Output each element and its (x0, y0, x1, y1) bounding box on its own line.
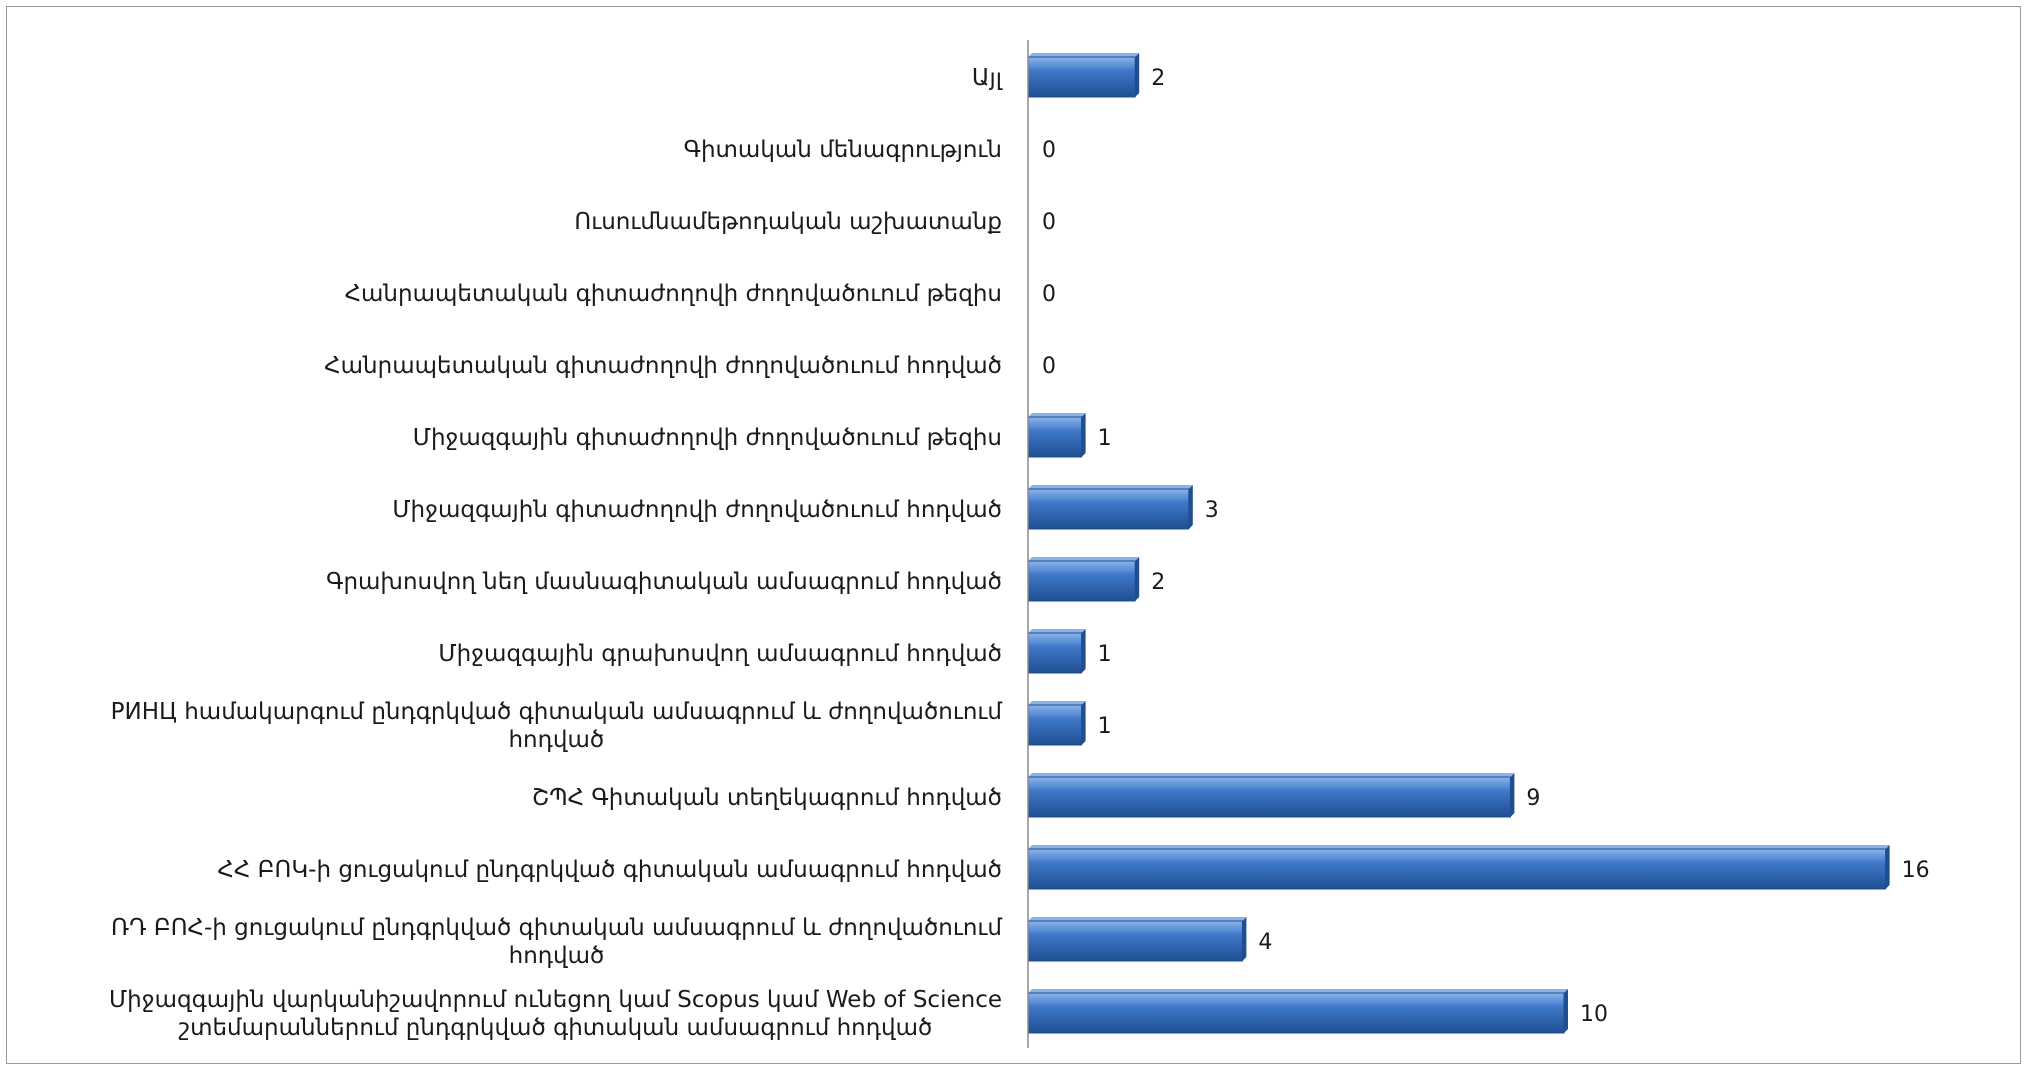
category-label: ՀՀ ԲՈԿ-ի ցուցակում ընդգրկված գիտական ամս… (217, 857, 1002, 883)
bar (1027, 413, 1086, 458)
category-label: РИНЦ համակարգում ընդգրկված գիտական ամսագ… (111, 699, 1003, 753)
category-label-line: Ուսումնամեթոդական աշխատանք (574, 209, 1002, 235)
category-label-line: ՀՀ ԲՈԿ-ի ցուցակում ընդգրկված գիտական ամս… (217, 857, 1002, 883)
bar (1027, 485, 1193, 530)
category-labels: Այլ Գիտական մենագրություն Ուսումնամեթոդակա… (109, 65, 1003, 1041)
value-labels: 2 0 0 0 0 1 3 2 1 1 9 16 4 10 (1042, 66, 1930, 1027)
bar-side-face (1885, 845, 1890, 889)
bar (1027, 917, 1247, 962)
bar (1027, 845, 1890, 890)
bar-front-face (1027, 632, 1083, 674)
bar-top-face (1028, 557, 1140, 561)
bar-side-face (1188, 485, 1193, 529)
bar-top-face (1028, 701, 1086, 705)
value-label: 3 (1205, 498, 1219, 523)
category-label: Գրախոսվող նեղ մասնագիտական ամսագրում հոդ… (326, 569, 1002, 595)
category-label-line: Միջազգային գիտաժողովի ժողովածուում հոդվա… (392, 497, 1002, 523)
bar-side-face (1510, 773, 1515, 817)
bar-front-face (1027, 848, 1887, 890)
bar-front-face (1027, 776, 1511, 818)
value-label: 2 (1151, 570, 1165, 595)
category-label-line: Միջազգային վարկանիշավորում ունեցող կամ S… (109, 987, 1002, 1013)
category-label: ՇՊՀ Գիտական տեղեկագրում հոդված (532, 785, 1002, 811)
category-label: Հանրապետական գիտաժողովի ժողովածուում հոդ… (324, 353, 1002, 379)
bar-side-face (1081, 413, 1086, 457)
value-label: 0 (1042, 210, 1056, 235)
bar-front-face (1027, 488, 1190, 530)
category-label-line: ՌԴ ԲՈՀ-ի ցուցակում ընդգրկված գիտական ամս… (111, 915, 1002, 941)
bar (1027, 989, 1568, 1034)
bar-top-face (1028, 629, 1086, 633)
value-label: 1 (1098, 642, 1112, 667)
bar-front-face (1027, 704, 1083, 746)
category-label-line: շտեմարաններում ընդգրկված գիտական ամսագրո… (179, 1015, 933, 1041)
value-label: 2 (1151, 66, 1165, 91)
bar-side-face (1135, 557, 1140, 601)
category-label-line: РИНЦ համակարգում ընդգրկված գիտական ամսագ… (111, 699, 1003, 725)
bar-top-face (1028, 53, 1140, 57)
category-label: ՌԴ ԲՈՀ-ի ցուցակում ընդգրկված գիտական ամս… (111, 915, 1002, 969)
bar-top-face (1028, 773, 1515, 777)
value-label: 1 (1098, 426, 1112, 451)
bar-top-face (1028, 485, 1193, 489)
bar (1027, 557, 1140, 602)
category-label: Այլ (972, 65, 1003, 91)
bar (1027, 773, 1515, 818)
category-label-line: Այլ (972, 65, 1003, 91)
bar (1027, 629, 1086, 674)
bar-side-face (1242, 917, 1247, 961)
category-label: Միջազգային գիտաժողովի ժողովածուում թեզիս (413, 425, 1002, 451)
category-label: Հանրապետական գիտաժողովի ժողովածուում թեզ… (345, 281, 1002, 307)
value-label: 0 (1042, 354, 1056, 379)
category-label-line: հոդված (509, 943, 605, 969)
bar-front-face (1027, 56, 1136, 98)
category-label: Ուսումնամեթոդական աշխատանք (574, 209, 1002, 235)
value-label: 16 (1902, 858, 1930, 883)
value-label: 0 (1042, 138, 1056, 163)
bar (1027, 53, 1140, 98)
category-label-line: Հանրապետական գիտաժողովի ժողովածուում թեզ… (345, 281, 1002, 307)
value-label: 10 (1580, 1002, 1608, 1027)
bar-side-face (1135, 53, 1140, 97)
category-label-line: ՇՊՀ Գիտական տեղեկագրում հոդված (532, 785, 1002, 811)
bar-side-face (1081, 629, 1086, 673)
category-label-line: Միջազգային գիտաժողովի ժողովածուում թեզիս (413, 425, 1002, 451)
bar-top-face (1028, 845, 1890, 849)
category-label-line: Միջազգային գրախոսվող ամսագրում հոդված (438, 641, 1002, 667)
category-label: Գիտական մենագրություն (684, 137, 1002, 163)
bar-top-face (1028, 917, 1247, 921)
bar-front-face (1027, 992, 1565, 1034)
bars (1027, 53, 1890, 1034)
value-label: 9 (1526, 786, 1540, 811)
bar-top-face (1028, 989, 1568, 993)
bar (1027, 701, 1086, 746)
category-label-line: Գիտական մենագրություն (684, 137, 1002, 163)
category-label-line: Հանրապետական գիտաժողովի ժողովածուում հոդ… (324, 353, 1002, 379)
bar-top-face (1028, 413, 1086, 417)
bar-front-face (1027, 920, 1243, 962)
category-label-line: հոդված (508, 727, 604, 753)
category-label-line: Գրախոսվող նեղ մասնագիտական ամսագրում հոդ… (326, 569, 1002, 595)
bar-front-face (1027, 416, 1083, 458)
bar-side-face (1564, 989, 1568, 1033)
category-label: Միջազգային վարկանիշավորում ունեցող կամ S… (109, 987, 1002, 1041)
bar-front-face (1027, 560, 1136, 602)
bar-side-face (1081, 701, 1086, 745)
category-label: Միջազգային գրախոսվող ամսագրում հոդված (438, 641, 1002, 667)
category-label: Միջազգային գիտաժողովի ժողովածուում հոդվա… (392, 497, 1002, 523)
value-label: 1 (1098, 714, 1112, 739)
value-label: 4 (1258, 930, 1272, 955)
value-label: 0 (1042, 282, 1056, 307)
